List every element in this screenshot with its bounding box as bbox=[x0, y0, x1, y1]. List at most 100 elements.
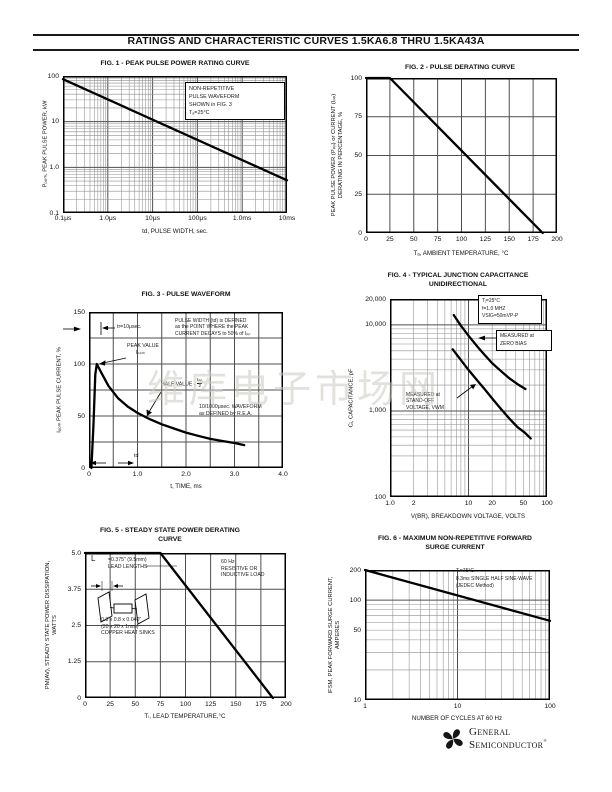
plot-frame bbox=[85, 553, 286, 698]
x-tick-label: 10μs bbox=[145, 215, 161, 222]
figure-3-annotation-arrows bbox=[63, 322, 162, 466]
plot-frame bbox=[390, 299, 547, 497]
figure-4-zero-bias-label: MEASURED at ZERO BIAS bbox=[496, 330, 552, 351]
figure-5-y-tick-labels: 0 1.25 2.5 3.75 5.0 bbox=[33, 549, 83, 702]
x-tick-label: 100 bbox=[455, 236, 468, 243]
figure-4-y-tick-labels: 100 1,000 10,000 20,000 bbox=[320, 296, 388, 501]
figure-6-conditions-note: Tₗ=75°C 8.3ms SINGLE HALF SINE-WAVE (JED… bbox=[456, 568, 533, 589]
y-tick-label: 100 bbox=[349, 596, 361, 604]
half-value-fraction: Iₚₚ 2 bbox=[196, 378, 203, 390]
figure-1-note: NON-REPETITIVE PULSE WAVEFORM SHOWN in F… bbox=[185, 82, 285, 121]
x-tick-label: 0 bbox=[364, 236, 368, 243]
x-tick-label: 50 bbox=[409, 236, 418, 243]
x-tick-label: 100 bbox=[541, 500, 553, 507]
y-tick-label: 0 bbox=[358, 229, 362, 237]
x-tick-label: 25 bbox=[386, 236, 394, 243]
figure-5-plot bbox=[83, 551, 286, 700]
x-tick-label: 1 bbox=[363, 703, 367, 710]
y-tick-label: 25 bbox=[354, 190, 362, 198]
figure-6: FIG. 6 - MAXIMUM NON-REPETITIVE FORWARD … bbox=[320, 531, 600, 741]
x-tick-label: 100 bbox=[544, 703, 556, 710]
figure-5-x-tick-labels: 0 25 50 75 100 125 150 175 200 bbox=[83, 701, 292, 711]
figure-2: FIG. 2 - PULSE DERATING CURVE PEAK PULSE… bbox=[320, 56, 600, 284]
y-tick-label: 0 bbox=[81, 464, 85, 472]
y-tick-label: 75 bbox=[354, 113, 362, 121]
data-curve bbox=[61, 78, 289, 182]
x-tick-label: 150 bbox=[503, 236, 515, 243]
x-tick-label: 75 bbox=[156, 701, 165, 708]
y-tick-label: 0 bbox=[77, 694, 81, 702]
figure-6-x-axis-label: NUMBER OF CYCLES AT 60 Hz bbox=[411, 715, 503, 722]
x-tick-label: 25 bbox=[106, 701, 114, 708]
data-curve bbox=[452, 313, 527, 391]
y-tick-label: 100 bbox=[374, 493, 386, 501]
y-tick-label: 5.0 bbox=[71, 549, 81, 557]
figure-5-heatsink-annotation: 0.8 x 0.8 x 0.040" (20 x 20 x 1mm) COPPE… bbox=[101, 617, 155, 636]
x-tick-label: 50 bbox=[519, 500, 528, 507]
figure-2-plot bbox=[364, 76, 557, 235]
figure-5-lead-length-symbol: L bbox=[91, 554, 96, 563]
data-curve bbox=[90, 362, 246, 470]
x-tick-label: 1.0 bbox=[132, 471, 143, 478]
figure-6-title: FIG. 6 - MAXIMUM NON-REPETITIVE FORWARD … bbox=[378, 535, 532, 551]
figure-2-y-tick-labels: 0 25 50 75 100 bbox=[320, 74, 364, 237]
x-tick-label: 10 bbox=[464, 500, 473, 507]
y-tick-label: 10 bbox=[353, 696, 361, 704]
plot-frame bbox=[89, 312, 283, 468]
figure-4-title: FIG. 4 - TYPICAL JUNCTION CAPACITANCE UN… bbox=[387, 272, 529, 288]
x-tick-label: 20 bbox=[488, 500, 496, 507]
logo-text: General Semiconductor® bbox=[469, 726, 548, 751]
figure-6-y-tick-labels: 10 50 100 200 bbox=[320, 566, 363, 704]
figure-6-x-tick-labels: 1 10 100 bbox=[363, 703, 556, 713]
x-tick-label: 2.0 bbox=[181, 471, 191, 478]
x-tick-label: 100μs bbox=[188, 215, 207, 222]
figure-3-rise-time-annotation: tr=10μsec. bbox=[117, 324, 142, 330]
figure-1-y-tick-labels: 100 10 1.0 0.1 bbox=[33, 73, 61, 217]
figure-4-stand-off-label: MEASURED at STAND-OFF VOLTAGE, VWM bbox=[406, 392, 444, 411]
page-title: RATINGS AND CHARACTERISTIC CURVES 1.5KA6… bbox=[127, 35, 485, 47]
y-tick-label: 3.75 bbox=[67, 585, 81, 593]
registered-mark: ® bbox=[543, 737, 548, 743]
y-tick-label: 10,000 bbox=[365, 321, 386, 329]
figure-5-title: FIG. 5 - STEADY STATE POWER DERATING CUR… bbox=[100, 527, 240, 543]
y-tick-label: 0.1 bbox=[49, 209, 59, 217]
figure-5-heatsink-diagram bbox=[91, 565, 177, 625]
y-tick-label: 100 bbox=[350, 74, 362, 82]
figure-6-plot bbox=[363, 568, 552, 700]
y-tick-label: 1.0 bbox=[49, 163, 59, 171]
figure-1-plot bbox=[61, 76, 289, 213]
x-tick-label: 200 bbox=[551, 236, 563, 243]
figure-3-x-tick-labels: 0 1.0 2.0 3.0 4.0 bbox=[87, 471, 288, 481]
general-semiconductor-pinwheel-icon bbox=[443, 729, 463, 749]
x-tick-label: 75 bbox=[433, 236, 442, 243]
figure-3-waveform-annotation: 10/1000μsec. WAVEFORM as DEFINED by R.E.… bbox=[199, 404, 262, 417]
y-tick-label: 1,000 bbox=[368, 407, 386, 415]
figure-4-conditions-note: Tⱼ=25°C f=1.0 MHZ VSIG=50mVP-P bbox=[478, 295, 542, 324]
plot-frame bbox=[63, 76, 287, 213]
data-curve bbox=[364, 76, 544, 235]
figure-5-x-axis-label: Tₗ, LEAD TEMPERATURE,°C bbox=[144, 713, 226, 720]
data-curve bbox=[363, 568, 552, 622]
y-tick-label: 50 bbox=[353, 626, 361, 634]
x-tick-label: 175 bbox=[255, 701, 267, 708]
figure-5-load-annotation: 60 Hz RESISTIVE OR INDUCTIVE LOAD bbox=[221, 559, 265, 578]
figure-3-half-value-annotation: HALF VALUE - Iₚₚ 2 bbox=[161, 378, 203, 390]
data-curve bbox=[451, 348, 532, 440]
x-tick-label: 10 bbox=[453, 703, 462, 710]
x-tick-label: 1.0μs bbox=[99, 215, 117, 222]
figure-3-peak-value-annotation: PEAK VALUE Iₚₚₘ bbox=[127, 343, 159, 356]
plot-frame bbox=[365, 570, 550, 700]
x-tick-label: 200 bbox=[280, 701, 292, 708]
plot-frame bbox=[366, 78, 557, 233]
y-tick-label: 1.25 bbox=[67, 658, 81, 666]
y-tick-label: 10 bbox=[51, 118, 59, 126]
x-tick-label: 100 bbox=[179, 701, 192, 708]
y-tick-label: 150 bbox=[73, 308, 85, 316]
logo-line-2: Semiconductor® bbox=[469, 737, 548, 751]
figure-4-x-axis-label: V(BR), BREAKDOWN VOLTAGE, VOLTS bbox=[410, 513, 526, 520]
figure-3-title: FIG. 3 - PULSE WAVEFORM bbox=[141, 291, 231, 298]
figure-3-y-tick-labels: 0 50 100 150 bbox=[33, 308, 87, 472]
x-tick-label: 125 bbox=[204, 701, 217, 708]
y-tick-label: 200 bbox=[349, 566, 361, 574]
